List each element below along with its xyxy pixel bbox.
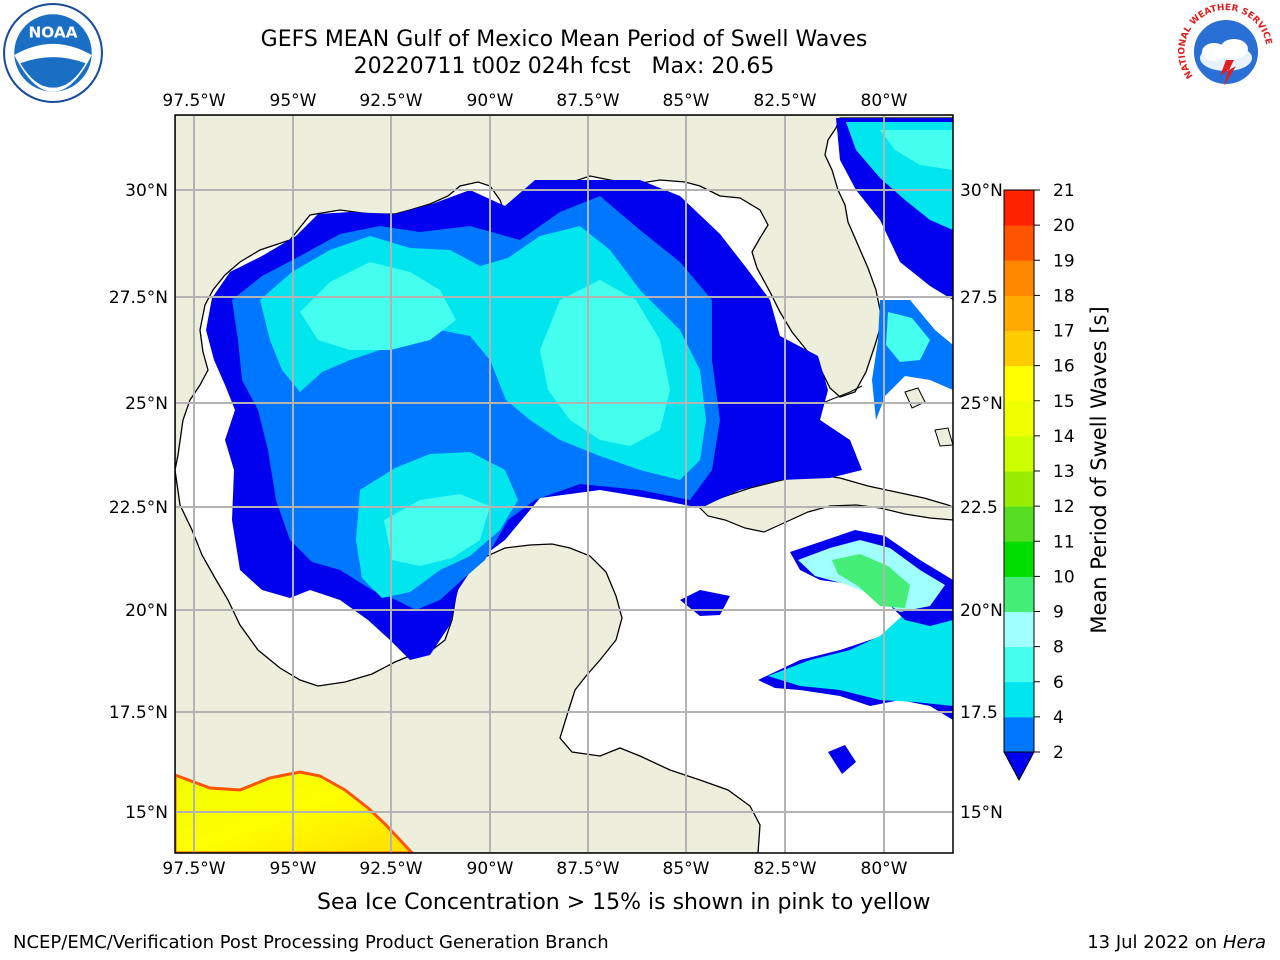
colorbar-swatch: [1004, 225, 1034, 261]
colorbar-swatch: [1004, 681, 1034, 718]
noaa-logo-icon: NOAA: [3, 3, 103, 103]
lat-label: 17.5: [960, 703, 998, 723]
colorbar-swatches: [1003, 189, 1035, 782]
lon-label: 87.5°W: [556, 91, 619, 111]
footer-credit: NCEP/EMC/Verification Post Processing Pr…: [13, 932, 609, 953]
colorbar-swatch: [1004, 506, 1034, 542]
colorbar-tick-label: 20: [1053, 216, 1075, 236]
lon-label: 90°W: [467, 91, 514, 111]
lat-labels-left: 30°N 27.5°N 25°N 22.5°N 20°N 17.5°N 15°N: [109, 181, 168, 823]
colorbar-tick-label: 18: [1053, 286, 1075, 306]
noaa-logo-text: NOAA: [28, 24, 77, 42]
colorbar-swatch: [1004, 365, 1034, 402]
map-area: [175, 115, 953, 853]
colorbar-tick-label: 19: [1053, 251, 1075, 271]
lat-label: 30°N: [960, 181, 1003, 201]
lon-label: 97.5°W: [162, 859, 225, 879]
colorbar-tick-label: 2: [1053, 743, 1064, 763]
map-gridlines: [175, 115, 953, 853]
lon-label: 90°W: [467, 859, 514, 879]
colorbar-tick-label: 15: [1053, 392, 1075, 412]
lat-label: 15°N: [125, 803, 168, 823]
nws-logo-icon: NATIONAL WEATHER SERVICE: [1176, 2, 1275, 100]
lat-label: 27.5°N: [109, 288, 168, 308]
colorbar: 2 4 6 8 9 10 11 12 13 14 15 16 17 18 19 20 21 Mean Perio…: [1003, 181, 1111, 782]
sea-ice-note: Sea Ice Concentration > 15% is shown in …: [317, 890, 931, 915]
lon-label: 97.5°W: [162, 91, 225, 111]
colorbar-swatch: [1004, 190, 1034, 226]
colorbar-label: Mean Period of Swell Waves [s]: [1087, 306, 1111, 633]
colorbar-tick-label: 4: [1053, 708, 1064, 728]
chart-subtitle: 20220711 t00z 024h fcst Max: 20.65: [353, 54, 775, 79]
lat-label: 20°N: [960, 601, 1003, 621]
land-mexico: [175, 469, 761, 853]
lat-label: 30°N: [125, 181, 168, 201]
lon-label: 95°W: [270, 91, 317, 111]
colorbar-swatch: [1004, 576, 1034, 612]
colorbar-swatch: [1004, 541, 1034, 577]
colorbar-tick-label: 14: [1053, 427, 1075, 447]
lat-label: 22.5°N: [109, 498, 168, 518]
colorbar-swatch: [1004, 435, 1034, 472]
lat-label: 22.5: [960, 498, 998, 518]
map-frame: [174, 114, 954, 854]
colorbar-ticks: 2 4 6 8 9 10 11 12 13 14 15 16 17 18 19 20 21: [1034, 181, 1075, 763]
swell-field: [206, 180, 862, 660]
chart-title: GEFS MEAN Gulf of Mexico Mean Period of …: [260, 27, 868, 52]
footer-host: Hera: [1222, 932, 1266, 953]
footer-date-text: 13 Jul 2022 on: [1087, 932, 1223, 953]
lat-label: 27.5: [960, 288, 998, 308]
colorbar-tick-label: 8: [1053, 638, 1064, 658]
swell-field-caribbean: [680, 118, 953, 774]
lon-labels-top: 97.5°W 95°W 92.5°W 90°W 87.5°W 85°W 82.5…: [162, 91, 907, 111]
colorbar-tick-label: 17: [1053, 322, 1075, 342]
lon-label: 85°W: [663, 91, 710, 111]
footer-date: 13 Jul 2022 on Hera: [1087, 932, 1266, 953]
colorbar-swatch: [1004, 330, 1034, 367]
colorbar-swatch: [1004, 400, 1034, 437]
colorbar-swatch: [1004, 646, 1034, 683]
lat-label: 20°N: [125, 601, 168, 621]
lon-label: 92.5°W: [359, 91, 422, 111]
lon-label: 95°W: [270, 859, 317, 879]
colorbar-swatch: [1004, 295, 1034, 331]
colorbar-tick-label: 10: [1053, 567, 1075, 587]
colorbar-tick-label: 21: [1053, 181, 1075, 201]
lon-label: 80°W: [861, 859, 908, 879]
lon-labels-bottom: 97.5°W 95°W 92.5°W 90°W 87.5°W 85°W 82.5…: [162, 859, 907, 879]
lon-label: 82.5°W: [753, 859, 816, 879]
colorbar-tick-label: 11: [1053, 532, 1075, 552]
lat-labels-right: 30°N 27.5 25°N 22.5 20°N 17.5 15°N: [960, 181, 1003, 823]
colorbar-tick-label: 6: [1053, 673, 1064, 693]
colorbar-tick-label: 9: [1053, 603, 1064, 623]
colorbar-swatch: [1004, 260, 1034, 296]
lat-label: 15°N: [960, 803, 1003, 823]
colorbar-swatch: [1004, 716, 1034, 753]
lat-label: 25°N: [125, 394, 168, 414]
lon-label: 85°W: [663, 859, 710, 879]
colorbar-extend-triangle: [1003, 751, 1035, 782]
colorbar-tick-label: 12: [1053, 497, 1075, 517]
colorbar-tick-label: 13: [1053, 462, 1075, 482]
colorbar-swatch: [1004, 471, 1034, 507]
colorbar-swatch: [1004, 611, 1034, 648]
lon-label: 92.5°W: [359, 859, 422, 879]
lon-label: 80°W: [861, 91, 908, 111]
lon-label: 82.5°W: [753, 91, 816, 111]
lat-label: 17.5°N: [109, 703, 168, 723]
colorbar-tick-label: 16: [1053, 357, 1075, 377]
lon-label: 87.5°W: [556, 859, 619, 879]
lat-label: 25°N: [960, 394, 1003, 414]
